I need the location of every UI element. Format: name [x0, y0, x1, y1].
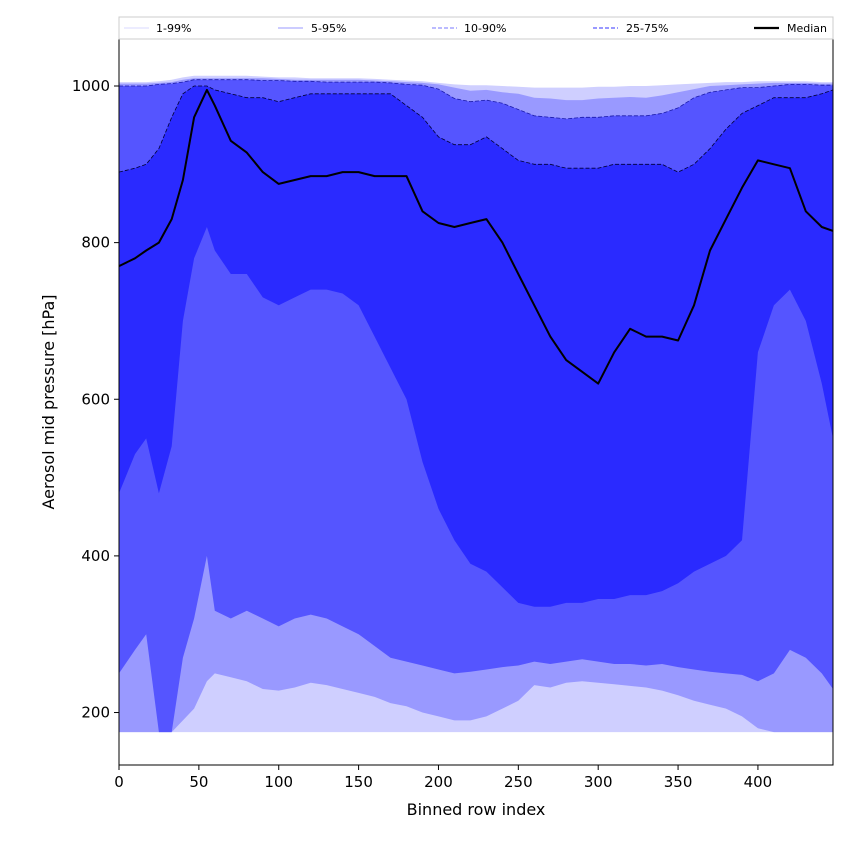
- x-tick-label: 50: [189, 773, 208, 791]
- median-line: [118, 88, 834, 385]
- legend-label: 1-99%: [156, 22, 191, 35]
- legend-box: [118, 16, 834, 40]
- x-axis: 0 50 100 150 200 250 300 350 400: [114, 765, 772, 791]
- y-axis: 200 400 600 800 1000: [72, 77, 119, 722]
- x-tick-label: 200: [424, 773, 453, 791]
- y-tick-label: 200: [81, 704, 110, 722]
- median-layer: [118, 88, 834, 385]
- band-25-75-area: [119, 86, 833, 607]
- bands-layer: [118, 75, 834, 733]
- y-tick-label: 400: [81, 547, 110, 565]
- y-tick-label: 800: [81, 234, 110, 252]
- legend-label: 25-75%: [626, 22, 668, 35]
- x-tick-label: 300: [584, 773, 613, 791]
- legend-label: 10-90%: [464, 22, 506, 35]
- band-25-75-upper-edge: [118, 85, 834, 173]
- x-tick-label: 100: [264, 773, 293, 791]
- legend-label: 5-95%: [311, 22, 346, 35]
- x-tick-label: 350: [664, 773, 693, 791]
- x-tick-label: 400: [744, 773, 773, 791]
- y-tick-label: 1000: [72, 77, 110, 95]
- y-tick-label: 600: [81, 390, 110, 408]
- legend-label: Median: [787, 22, 827, 35]
- x-tick-label: 150: [344, 773, 373, 791]
- x-axis-label: Binned row index: [407, 800, 546, 819]
- x-tick-label: 250: [504, 773, 533, 791]
- legend: 1-99% 5-95% 10-90% 25-75% Median: [118, 16, 834, 40]
- x-tick-label: 0: [114, 773, 124, 791]
- y-axis-label: Aerosol mid pressure [hPa]: [39, 294, 58, 509]
